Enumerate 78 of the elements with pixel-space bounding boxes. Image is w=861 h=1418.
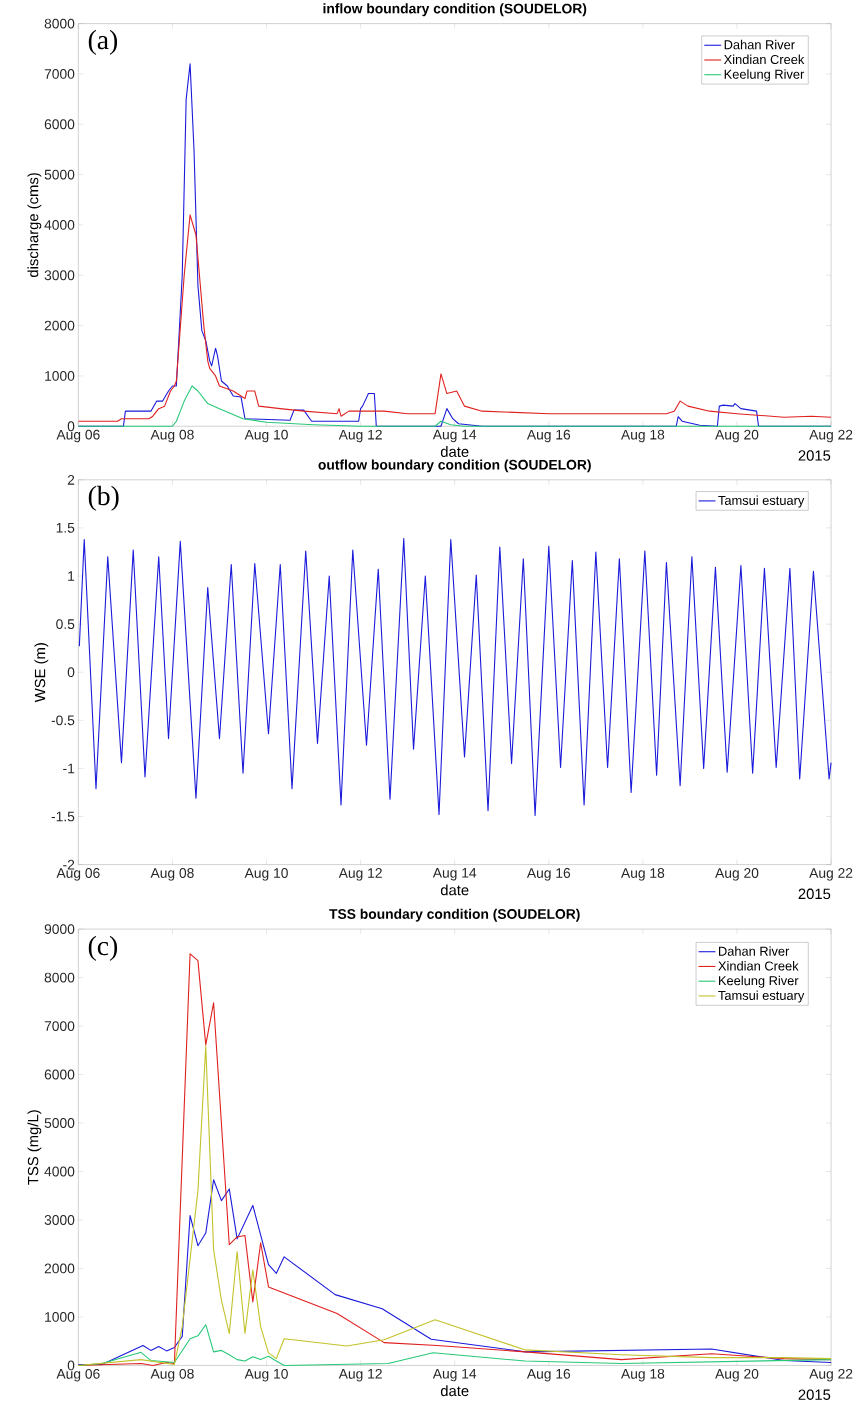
x-tick-label: Aug 10	[244, 429, 288, 443]
chart-title: outflow boundary condition (SOUDELOR)	[318, 459, 591, 473]
y-tick-label: 4000	[44, 220, 75, 230]
annotation: (c)	[88, 935, 118, 961]
x-tick-label: Aug 16	[527, 1368, 571, 1382]
x-tick-label: Aug 20	[715, 429, 759, 443]
y-tick-label: 7000	[44, 69, 75, 79]
y-tick-label: 7000	[44, 1021, 75, 1031]
y-tick-label: 2000	[44, 320, 75, 331]
x-tick-label: Aug 08	[150, 429, 194, 443]
y-tick-label: 6000	[44, 119, 75, 130]
legend-label: Keelung River	[724, 69, 805, 82]
x-tick-label: Aug 12	[338, 429, 382, 443]
text: 2015	[798, 1389, 831, 1400]
y-tick-label: 9000	[44, 924, 75, 934]
x-tick-label: Aug 12	[338, 868, 382, 881]
x-tick-label: Aug 18	[621, 1368, 665, 1382]
x-tick-label: Aug 06	[56, 429, 100, 443]
y-tick-label: 4000	[44, 1166, 75, 1177]
x-axis-title: date	[441, 884, 469, 896]
legend-label: Tamsui estuary	[718, 495, 805, 508]
y-axis-title: WSE (m)	[34, 643, 49, 703]
chart-title: inflow boundary condition (SOUDELOR)	[323, 3, 587, 17]
y-tick-label: 0.5	[56, 619, 75, 630]
y-tick-label: -2	[63, 859, 75, 870]
y-tick-label: 8000	[44, 18, 75, 29]
y-tick-label: 1.5	[56, 523, 75, 533]
annotation: (a)	[88, 29, 118, 55]
legend-label: Xindian Creek	[718, 961, 799, 971]
x-tick-label: Aug 12	[338, 1368, 382, 1382]
y-tick-label: 1000	[45, 1312, 75, 1322]
x-axis-title: date	[441, 446, 469, 457]
legend-label: Dahan River	[719, 946, 790, 956]
x-tick-label: Aug 14	[432, 429, 477, 443]
y-tick-label: 1000	[45, 371, 75, 381]
x-tick-label: Aug 22	[809, 1368, 853, 1382]
legend-label: Dahan River	[724, 39, 795, 50]
text: 2015	[798, 888, 831, 900]
y-tick-label: 0	[67, 1360, 75, 1371]
chart-title: TSS boundary condition (SOUDELOR)	[329, 908, 580, 922]
y-tick-label: 5000	[44, 169, 75, 180]
y-tick-label: 2000	[44, 1263, 75, 1274]
legend-label: Keelung River	[719, 975, 799, 988]
y-tick-label: -1	[63, 763, 75, 774]
annotation: (b)	[88, 485, 119, 511]
x-tick-label: Aug 06	[56, 868, 100, 881]
y-axis-title: discharge (cms)	[27, 173, 42, 278]
text: 2015	[798, 450, 831, 461]
y-tick-label: 1	[68, 571, 75, 581]
x-tick-label: Aug 22	[809, 429, 853, 443]
x-tick-label: Aug 18	[621, 868, 665, 881]
x-tick-label: Aug 14	[432, 868, 477, 881]
x-tick-label: Aug 20	[715, 868, 759, 881]
x-tick-label: Aug 08	[150, 1368, 194, 1382]
x-tick-label: Aug 14	[432, 1368, 477, 1382]
x-axis-title: date	[441, 1385, 469, 1397]
x-tick-label: Aug 08	[150, 868, 194, 881]
y-tick-label: 3000	[44, 1215, 75, 1225]
y-tick-label: 6000	[44, 1069, 75, 1080]
y-tick-label: -1.5	[51, 811, 75, 822]
x-tick-label: Aug 10	[244, 868, 288, 881]
x-tick-label: Aug 06	[56, 1368, 100, 1382]
y-tick-label: 3000	[44, 270, 75, 281]
y-tick-label: 0	[67, 421, 75, 432]
x-tick-label: Aug 18	[621, 429, 665, 443]
x-tick-label: Aug 22	[809, 868, 853, 881]
x-tick-label: Aug 16	[527, 868, 571, 881]
y-tick-label: 2	[67, 474, 75, 485]
x-tick-label: Aug 10	[244, 1368, 288, 1382]
y-axis-title: TSS (mg/L)	[27, 1110, 42, 1185]
x-tick-label: Aug 20	[715, 1368, 759, 1382]
legend-label: Tamsui estuary	[718, 990, 805, 1003]
legend-label: Xindian Creek	[724, 54, 805, 65]
y-tick-label: 0	[67, 667, 75, 678]
y-tick-label: -0.5	[51, 715, 75, 726]
y-tick-label: 8000	[44, 972, 75, 983]
x-tick-label: Aug 16	[527, 429, 571, 443]
y-tick-label: 5000	[44, 1118, 75, 1128]
